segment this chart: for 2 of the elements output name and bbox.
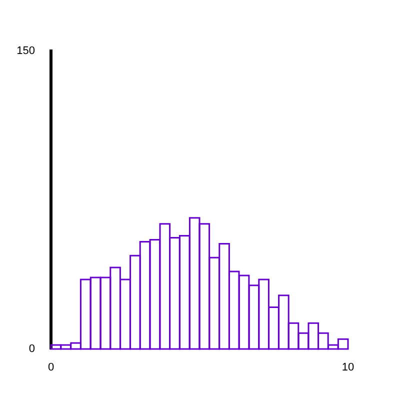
x-tick-label: 10 [342, 362, 354, 374]
y-tick-label: 150 [16, 45, 35, 58]
